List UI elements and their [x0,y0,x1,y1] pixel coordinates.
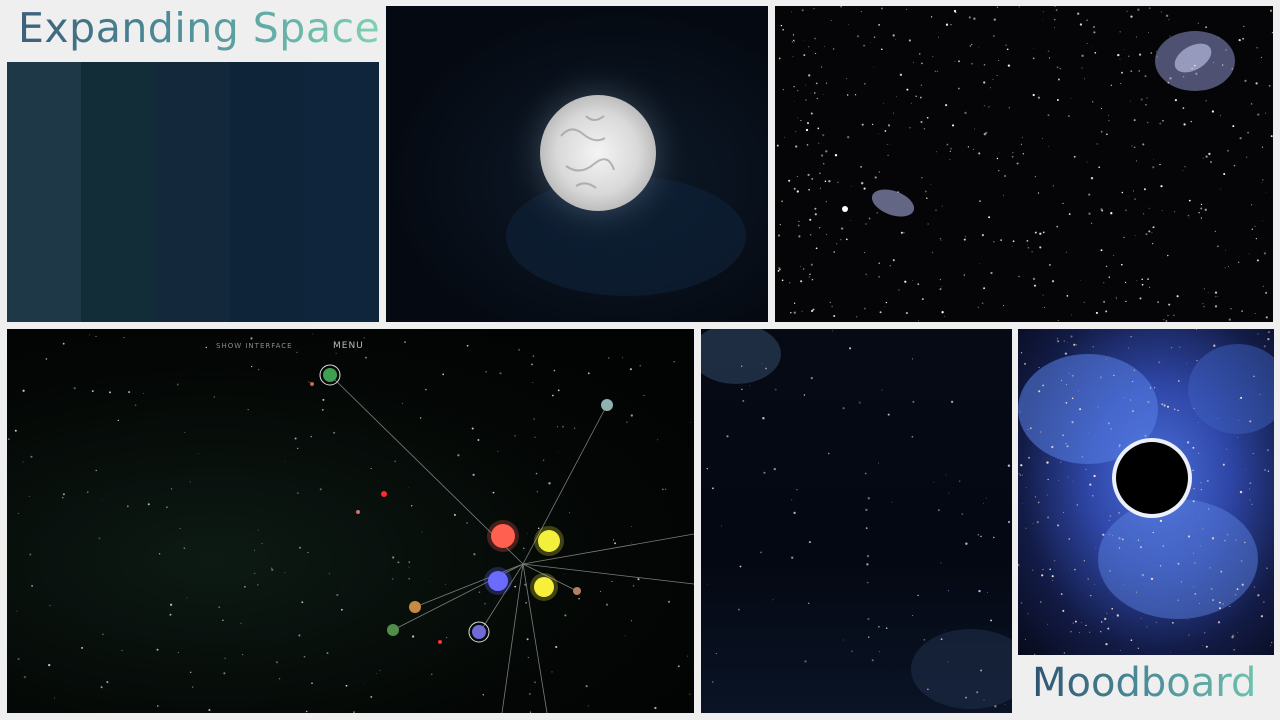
palette-swatch [230,62,305,322]
palette-swatch [7,62,82,322]
solar-system-simulation: SHOW INTERFACE MENU [7,329,694,713]
palette-swatch [155,62,231,322]
menu-button[interactable]: MENU [333,341,364,351]
show-interface-button[interactable]: SHOW INTERFACE [216,342,293,350]
black-hole-icon [1116,442,1188,514]
palette-swatch [81,62,156,322]
moodboard-label: Moodboard [1032,660,1257,706]
color-palette [7,62,379,322]
white-star-image [386,6,768,322]
deep-space-image [701,329,1012,713]
black-hole-nebula-image [1018,329,1274,655]
glowing-star-icon [540,95,656,211]
palette-swatch [304,62,379,322]
galaxy-starfield-image [775,6,1273,322]
board-title: Expanding Space [18,4,381,52]
